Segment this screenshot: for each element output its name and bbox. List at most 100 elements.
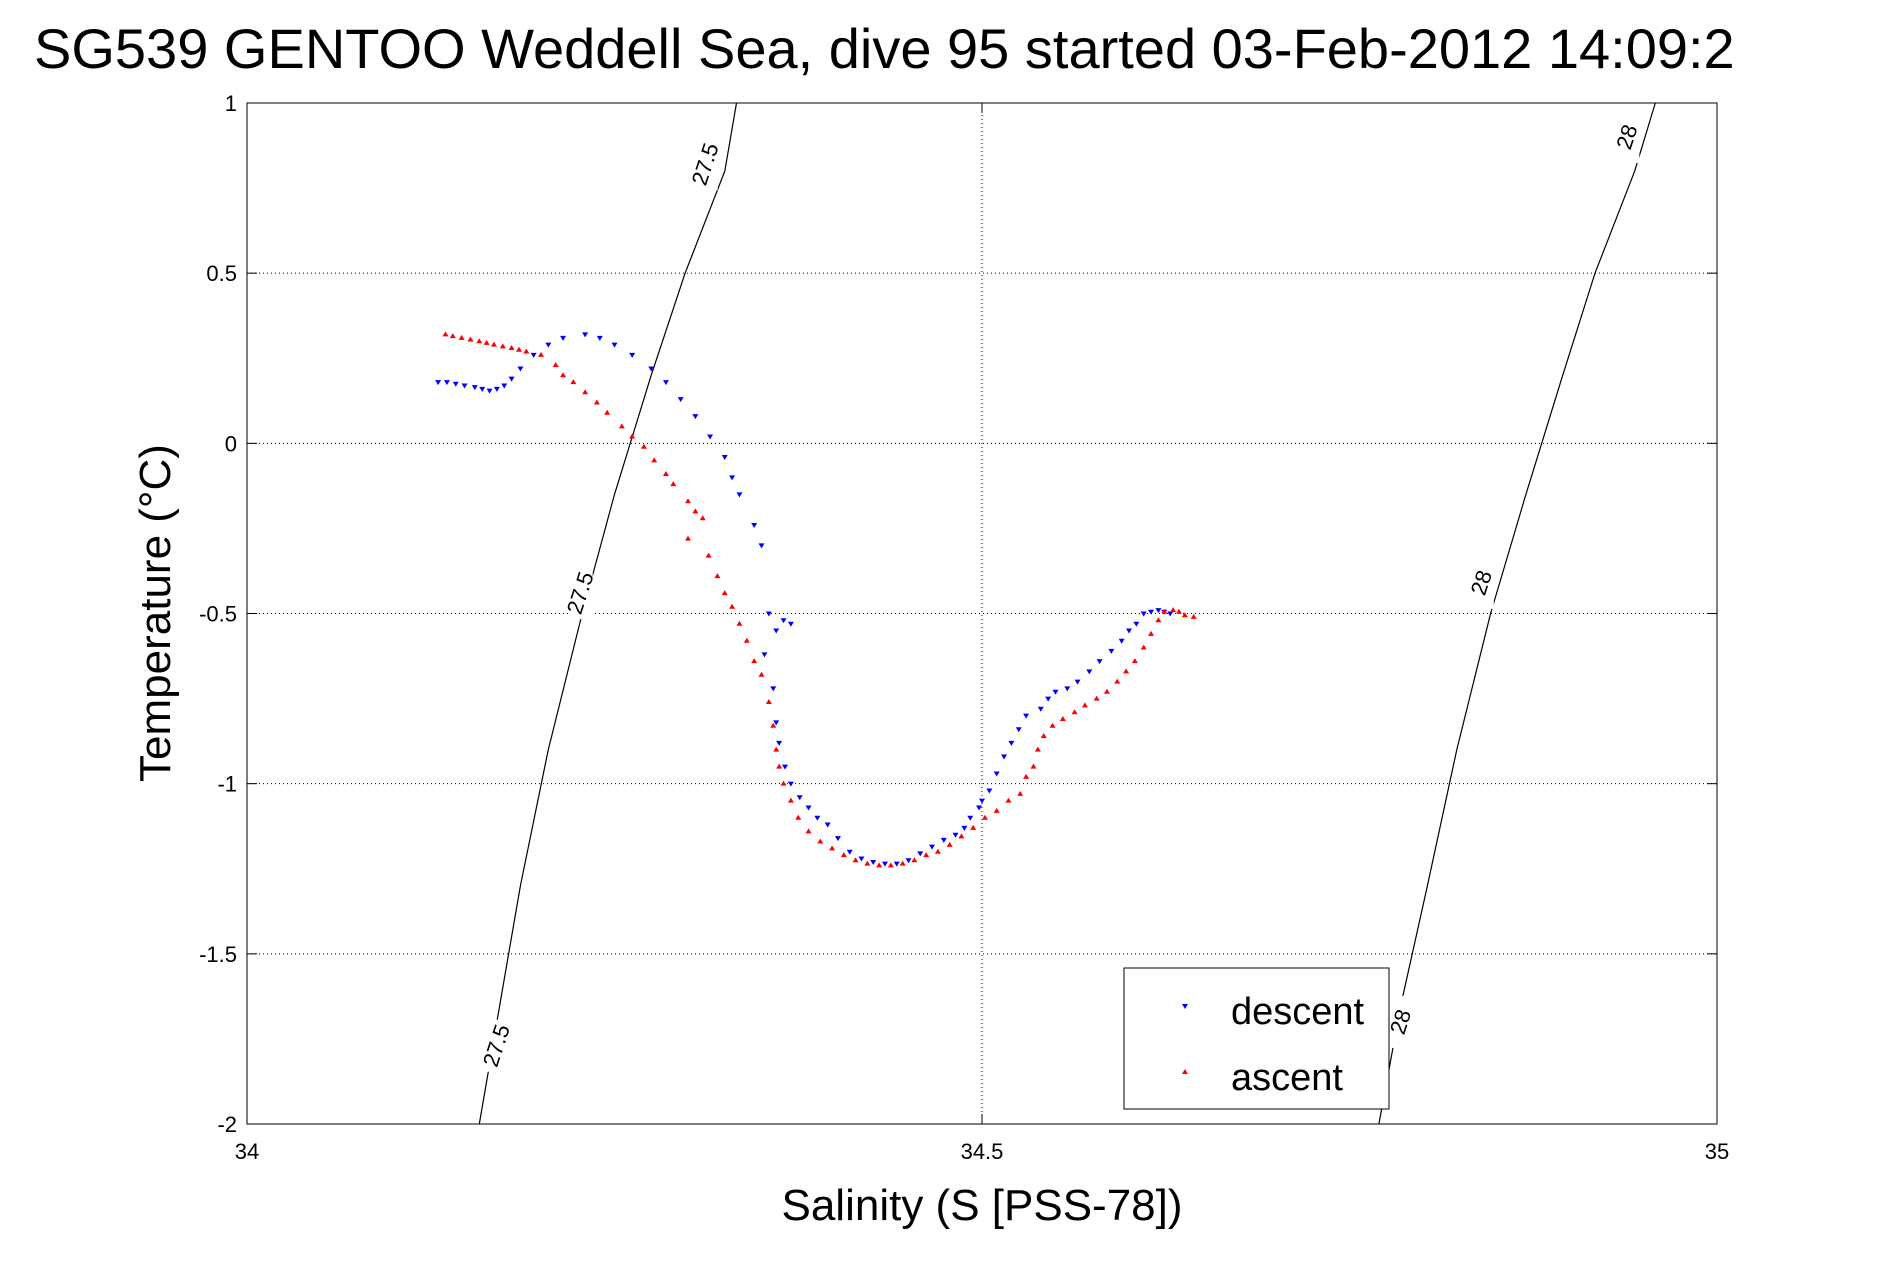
ascent-point [751,658,758,664]
ascent-point [1071,709,1078,715]
descent-point [787,621,794,627]
ascent-point [1005,797,1012,803]
contour-label-background [484,1019,509,1072]
axis-ticks: 34 34.5 35 -2 -1.5 -1 -0.5 0 0.5 1 [199,91,1729,1164]
descent-point [1052,689,1059,695]
descent-point [796,795,803,801]
ascent-point [770,722,777,728]
descent-point [692,414,699,420]
ascent-point [560,372,567,378]
ascent-point [970,824,977,830]
legend-ascent-label: ascent [1231,1057,1343,1099]
ascent-point [1170,607,1177,613]
ascent-point [1140,644,1147,650]
ascent-point [483,339,490,345]
descent-point [662,380,669,386]
ascent-point [515,346,522,352]
ascent-point [876,862,883,868]
descent-point [780,618,787,624]
ascent-point [604,409,611,415]
ascent-point [805,828,812,834]
descent-point [729,475,736,481]
ascent-point [442,331,449,337]
descent-point [773,720,780,726]
ascent-point [721,590,728,596]
contour-label-background [568,567,593,620]
descent-point [461,383,468,389]
chart-title: SG539 GENTOO Weddell Sea, dive 95 starte… [34,17,1735,80]
y-tick-label: -2 [217,1112,237,1137]
descent-point [846,849,853,855]
descent-point [611,342,618,348]
descent-point [1074,679,1081,685]
ascent-point [780,780,787,786]
series-ascent [442,331,1197,868]
x-tick-label: 34.5 [961,1139,1004,1164]
descent-point [596,335,603,341]
descent-point [1008,740,1015,746]
ascent-point [662,470,669,476]
legend-descent-marker [1182,1004,1188,1009]
ascent-point [795,814,802,820]
ascent-point [829,845,836,851]
descent-point [770,686,777,692]
ascent-point [1175,608,1182,614]
descent-point [979,798,985,804]
ascent-point [840,852,847,858]
x-tick-label: 34 [235,1139,259,1164]
y-tick-label: 1 [225,91,237,116]
descent-point [761,652,768,658]
descent-point [782,764,789,770]
descent-point [1023,713,1030,719]
descent-point [905,858,912,864]
x-tick-label: 35 [1705,1139,1729,1164]
ascent-point [523,348,530,354]
ascent-point [449,333,456,339]
ascent-point [670,481,677,487]
descent-point [773,628,780,634]
grid-lines [247,103,1717,1124]
ascent-point [887,862,894,868]
ascent-point [1030,763,1037,769]
legend-descent-label: descent [1231,991,1365,1033]
contour-label-background [693,138,718,191]
ascent-point [1017,790,1024,796]
descent-point [1037,706,1044,712]
x-axis-label: Salinity (S [PSS-78]) [781,1181,1182,1230]
descent-point [517,366,524,372]
ascent-point [864,860,871,866]
ascent-point [1093,695,1100,701]
descent-point [707,434,714,440]
ascent-point [911,857,918,863]
ascent-point [490,341,497,347]
descent-point [1045,696,1052,702]
ascent-point [508,345,515,351]
descent-point [1086,669,1093,675]
contour-label-background [1469,556,1494,609]
descent-point [1140,611,1147,617]
descent-point [479,386,486,392]
descent-point [501,383,508,389]
ascent-point [685,535,691,541]
ascent-point [773,746,780,752]
descent-point [961,825,968,831]
ascent-point [699,515,706,521]
ascent-point [538,351,544,357]
y-tick-label: -0.5 [199,602,237,627]
data-series [435,331,1197,868]
ascent-point [765,698,772,704]
descent-point [976,805,983,811]
legend-ascent-marker [1182,1069,1188,1074]
ascent-point [692,508,699,514]
ascent-point [1190,613,1197,619]
ascent-point [1114,678,1121,684]
ascent-point [476,338,483,344]
descent-point [776,740,783,746]
descent-point [952,832,959,838]
descent-point [1167,611,1174,617]
ascent-point [934,848,941,854]
ascent-point [817,838,824,844]
ascent-point [946,841,953,847]
descent-point [471,385,478,391]
descent-point [545,342,552,348]
